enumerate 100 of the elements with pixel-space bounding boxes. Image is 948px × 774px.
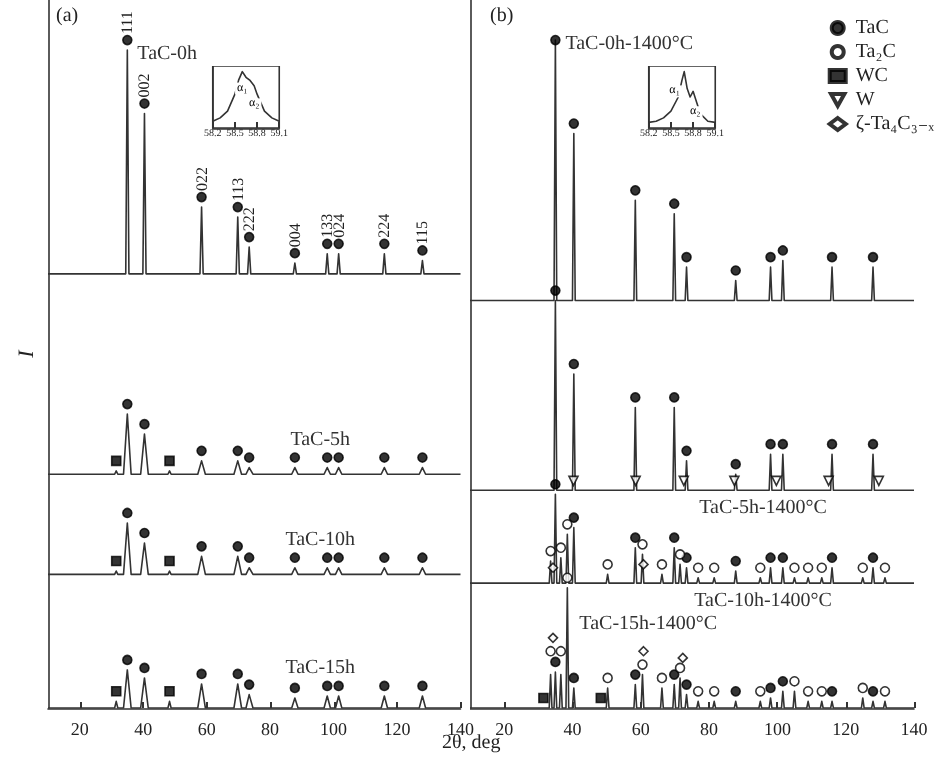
point	[139, 662, 150, 674]
x-tick-label: 120	[832, 719, 861, 739]
point	[545, 645, 556, 657]
point	[164, 455, 175, 467]
point	[122, 654, 133, 666]
point	[677, 652, 689, 664]
point	[417, 552, 428, 564]
point	[321, 452, 333, 463]
point	[196, 445, 207, 457]
point	[232, 668, 244, 680]
point	[550, 285, 561, 296]
point	[243, 231, 255, 243]
point	[289, 552, 301, 564]
point	[289, 452, 301, 463]
text: (a)	[56, 5, 79, 27]
point	[777, 438, 789, 450]
point	[139, 527, 150, 539]
x-tick-label: 100	[763, 719, 792, 739]
point	[730, 265, 742, 276]
point	[755, 686, 766, 697]
point	[867, 686, 879, 697]
point	[708, 686, 720, 697]
point	[379, 238, 390, 250]
point	[550, 478, 561, 490]
point	[289, 247, 301, 259]
point	[823, 475, 834, 487]
point	[637, 539, 648, 550]
point	[568, 118, 580, 129]
annotation: 002	[135, 73, 154, 98]
point	[568, 358, 580, 370]
point	[164, 686, 175, 697]
point	[802, 562, 814, 574]
point	[550, 34, 561, 46]
x-tick-label: 120	[383, 719, 412, 739]
annotation: 224	[375, 213, 394, 238]
point	[826, 251, 838, 263]
point	[196, 541, 207, 552]
point	[333, 238, 344, 250]
point	[857, 562, 869, 574]
point	[547, 562, 559, 574]
point	[656, 672, 668, 684]
series-label: TaC-5h-1400°C	[699, 497, 828, 520]
point	[379, 552, 390, 564]
point	[656, 559, 668, 570]
point	[417, 245, 428, 256]
x-tick-label: 80	[700, 719, 720, 739]
point	[765, 438, 776, 450]
point	[867, 438, 879, 450]
point	[765, 682, 776, 694]
text: (b)	[490, 5, 514, 27]
x-tick-label: 60	[631, 719, 651, 739]
x-tick-label: 40	[134, 719, 154, 739]
point	[417, 452, 428, 463]
point	[379, 680, 390, 692]
series-label: TaC-10h	[285, 528, 356, 551]
point	[708, 562, 720, 574]
point	[729, 475, 740, 487]
annotation: 111	[118, 11, 137, 35]
point	[681, 679, 692, 690]
point	[777, 675, 789, 687]
point	[243, 552, 255, 564]
point	[674, 549, 686, 560]
point	[562, 519, 573, 530]
point	[678, 475, 690, 487]
x-tick-label: 60	[197, 719, 217, 739]
point	[122, 507, 133, 519]
series-label: TaC-10h-1400°C	[694, 590, 833, 613]
point	[777, 552, 789, 564]
point	[568, 512, 580, 523]
point	[668, 669, 680, 680]
x-tick-label: 100	[320, 719, 349, 739]
point	[321, 680, 333, 692]
point	[681, 445, 692, 457]
point	[771, 475, 782, 487]
point	[602, 672, 613, 684]
point	[545, 545, 556, 557]
x-tick-label: 20	[495, 719, 515, 739]
point	[873, 475, 885, 487]
point	[826, 552, 838, 564]
series-label: TaC-5h	[290, 428, 351, 451]
point	[789, 675, 800, 687]
point	[333, 680, 344, 692]
point	[637, 659, 648, 670]
point	[232, 541, 244, 552]
point	[555, 542, 567, 553]
point	[562, 572, 573, 584]
point	[857, 682, 869, 694]
series-label: TaC-0h-1400°C	[565, 33, 694, 56]
annotation: 022	[192, 167, 211, 192]
x-tick-label: 140	[900, 719, 929, 739]
point	[595, 692, 607, 704]
x-tick-label: 80	[261, 719, 281, 739]
point	[765, 251, 776, 263]
y-axis-title: I	[15, 347, 39, 360]
legend-label: ζ-Ta₄C₃₋ₓ	[855, 113, 935, 135]
point	[668, 198, 680, 210]
point	[630, 392, 641, 403]
point	[547, 632, 559, 644]
x-tick-label: 20	[70, 719, 90, 739]
point	[630, 475, 641, 487]
